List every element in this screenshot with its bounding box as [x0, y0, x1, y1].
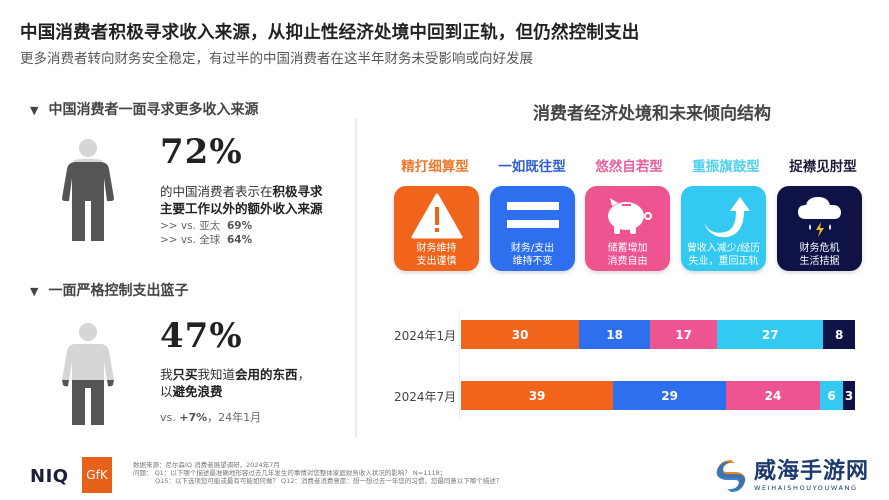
comparison-apac: >> vs. 亚太 69%	[160, 220, 253, 232]
person-icon-body-filled	[62, 139, 114, 241]
card-recovering: 曾收入减少/经历 失业，重回正轨	[681, 186, 766, 271]
section1-comparisons: >> vs. 亚太 69% >> vs. 全球 64%	[160, 219, 252, 247]
card-struggling: 财务危机 生活拮据	[777, 186, 862, 271]
footnote: 数据来源：尼尔森IQ 消费者展望调研，2024年7月 问题： Q1：以下哪个描述…	[133, 461, 503, 485]
card-frugal-text: 财务维持 支出谨慎	[416, 243, 457, 267]
watermark: 威海手游网 WEIHAISHOUYOUWANG	[713, 458, 869, 494]
card-struggling-text: 财务危机 生活拮据	[799, 243, 840, 267]
type-label-unchanged: 一如既往型	[498, 159, 566, 175]
section1-description: 的中国消费者表示在积极寻求 主要工作以外的额外收入来源	[160, 184, 323, 216]
segment-relaxed: 17	[650, 320, 718, 349]
segment-relaxed: 24	[726, 381, 820, 410]
section2-description: 我只买我知道会用的东西， 以避免浪费	[160, 367, 311, 399]
piggy-bank-icon	[607, 198, 652, 234]
section2-heading: ▼ 一面严格控制支出篮子	[30, 283, 189, 299]
watermark-logo-icon	[716, 460, 746, 492]
storm-cloud-icon	[797, 197, 841, 237]
comparison-global: >> vs. 全球 64%	[160, 234, 253, 246]
type-label-recovering: 重振旗鼓型	[692, 159, 760, 175]
gfk-logo: GfK	[82, 457, 112, 493]
segment-recovering: 27	[717, 320, 824, 349]
section2-comparison: vs. +7%，24年1月	[160, 411, 262, 424]
segment-frugal: 39	[461, 381, 614, 410]
card-relaxed: 储蓄增加 消费自由	[585, 186, 670, 271]
triangle-down-icon: ▼	[30, 285, 39, 298]
chart-title: 消费者经济处境和未来倾向结构	[533, 104, 771, 124]
row-label-jan: 2024年1月	[394, 329, 457, 343]
bar-2024-jan: 30 18 17 27 8	[461, 320, 855, 349]
page-title: 中国消费者积极寻求收入来源，从抑止性经济处境中回到正轨，但仍然控制支出	[20, 23, 640, 43]
card-relaxed-text: 储蓄增加 消费自由	[607, 243, 648, 267]
section1-heading: ▼ 中国消费者一面寻求更多收入来源	[30, 102, 259, 118]
type-label-struggling: 捉襟见肘型	[789, 159, 857, 175]
segment-unchanged: 18	[579, 320, 651, 349]
person-icon-legs-filled	[62, 323, 114, 425]
segment-recovering: 6	[819, 381, 844, 410]
card-frugal: 财务维持 支出谨慎	[394, 186, 479, 271]
card-unchanged-text: 财务/支出 维持不变	[510, 243, 555, 267]
niq-logo: NIQ	[30, 466, 69, 487]
equals-icon	[506, 202, 559, 228]
segment-unchanged: 29	[613, 381, 727, 410]
stat-72-percent: 72%	[160, 132, 243, 172]
segment-struggling: 3	[843, 381, 855, 410]
segment-struggling: 8	[823, 320, 855, 349]
row-label-jul: 2024年7月	[394, 390, 457, 404]
card-recovering-text: 曾收入减少/经历 失业，重回正轨	[686, 243, 761, 267]
arrow-up-curve-icon	[703, 197, 750, 238]
chart-axis-line	[459, 310, 460, 420]
type-label-frugal: 精打细算型	[401, 159, 469, 175]
page-subtitle: 更多消费者转向财务安全稳定，有过半的中国消费者在这半年财务未受影响或向好发展	[20, 51, 533, 67]
panel-divider	[355, 118, 357, 438]
warning-icon	[411, 193, 462, 239]
segment-frugal: 30	[461, 320, 580, 349]
bar-2024-jul: 39 29 24 6 3	[461, 381, 855, 410]
type-label-relaxed: 悠然自若型	[595, 159, 663, 175]
stat-47-percent: 47%	[160, 316, 243, 356]
card-unchanged: 财务/支出 维持不变	[490, 186, 575, 271]
triangle-down-icon: ▼	[30, 104, 39, 117]
